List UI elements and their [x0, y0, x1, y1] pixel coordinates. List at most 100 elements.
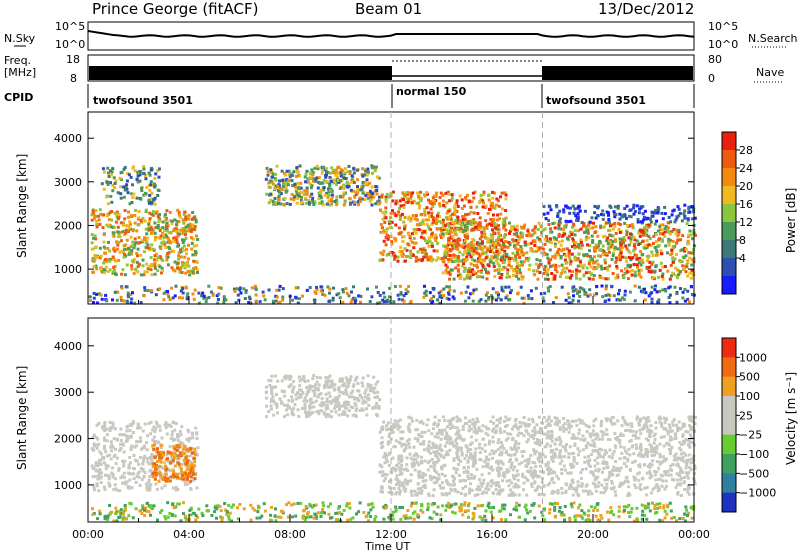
echo-cell	[193, 460, 197, 464]
echo-cell	[465, 453, 468, 457]
echo-cell	[658, 462, 662, 466]
echo-cell	[128, 220, 132, 224]
echo-cell	[335, 195, 339, 199]
cpid-segment: normal 150	[396, 85, 467, 98]
echo-cell	[598, 276, 602, 279]
echo-cell	[644, 244, 648, 248]
echo-cell	[195, 486, 199, 490]
echo-cell	[187, 446, 191, 450]
echo-cell	[577, 243, 581, 247]
echo-cell	[181, 218, 185, 222]
echo-cell	[156, 447, 159, 451]
echo-cell	[464, 290, 468, 294]
echo-cell	[103, 247, 107, 251]
echo-cell	[576, 215, 580, 219]
echo-cell	[295, 192, 299, 196]
echo-cell	[412, 236, 416, 240]
echo-cell	[515, 274, 519, 278]
echo-cell	[194, 426, 198, 430]
echo-cell	[174, 488, 178, 492]
echo-cell	[590, 234, 594, 238]
echo-cell	[116, 243, 120, 247]
echo-cell	[145, 185, 149, 189]
echo-cell	[657, 237, 661, 241]
echo-cell	[619, 251, 623, 255]
echo-cell	[455, 451, 459, 455]
echo-cell	[616, 275, 620, 279]
echo-cell	[281, 402, 285, 406]
echo-cell	[482, 201, 486, 205]
echo-cell	[634, 270, 638, 274]
echo-cell	[599, 448, 603, 452]
echo-cell	[296, 408, 300, 412]
echo-cell	[183, 210, 187, 214]
echo-cell	[119, 231, 123, 234]
echo-cell	[135, 229, 139, 233]
echo-cell	[166, 252, 169, 256]
echo-cell	[647, 255, 651, 258]
echo-cell	[588, 293, 592, 297]
echo-cell	[564, 223, 568, 227]
echo-cell	[664, 479, 668, 483]
echo-cell	[113, 427, 117, 431]
echo-cell	[347, 294, 351, 298]
echo-cell	[322, 384, 326, 388]
echo-cell	[153, 238, 157, 242]
echo-cell	[124, 231, 128, 235]
echo-cell	[663, 287, 667, 291]
echo-cell	[452, 253, 456, 257]
echo-cell	[404, 288, 408, 292]
echo-cell	[527, 268, 531, 271]
echo-cell	[122, 471, 126, 475]
echo-cell	[131, 229, 135, 233]
echo-cell	[397, 461, 401, 465]
echo-cell	[409, 194, 413, 198]
echo-cell	[492, 251, 496, 255]
echo-cell	[474, 246, 478, 250]
echo-cell	[607, 293, 611, 297]
echo-cell	[647, 243, 651, 247]
echo-cell	[526, 229, 530, 233]
echo-cell	[130, 249, 134, 252]
echo-cell	[97, 214, 100, 218]
echo-cell	[359, 294, 363, 298]
echo-cell	[331, 195, 334, 199]
echo-cell	[563, 455, 566, 459]
echo-cell	[338, 296, 342, 300]
echo-cell	[180, 425, 184, 429]
echo-cell	[135, 177, 139, 181]
echo-cell	[510, 225, 513, 229]
echo-cell	[570, 245, 574, 249]
echo-cell	[616, 273, 620, 277]
echo-cell	[415, 223, 419, 227]
echo-cell	[194, 253, 198, 257]
echo-cell	[153, 470, 157, 474]
echo-cell	[478, 254, 482, 258]
echo-cell	[583, 291, 587, 295]
echo-cell	[674, 228, 678, 232]
echo-cell	[576, 212, 580, 216]
echo-cell	[591, 240, 595, 244]
echo-cell	[378, 195, 381, 199]
echo-cell	[533, 239, 537, 243]
echo-cell	[667, 226, 671, 230]
echo-cell	[601, 295, 605, 299]
echo-cell	[108, 429, 112, 432]
echo-cell	[123, 166, 127, 169]
echo-cell	[398, 206, 401, 210]
echo-cell	[378, 301, 382, 305]
echo-cell	[633, 299, 637, 303]
echo-cell	[239, 291, 243, 295]
echo-cell	[631, 269, 635, 273]
echo-cell	[401, 212, 404, 216]
echo-cell	[168, 468, 172, 472]
echo-cell	[311, 377, 315, 381]
echo-cell	[153, 441, 157, 445]
echo-cell	[184, 271, 188, 275]
echo-cell	[472, 476, 476, 480]
echo-cell	[587, 425, 590, 429]
echo-cell	[516, 235, 520, 238]
echo-cell	[324, 392, 328, 396]
echo-cell	[657, 298, 661, 302]
echo-cell	[559, 227, 563, 231]
